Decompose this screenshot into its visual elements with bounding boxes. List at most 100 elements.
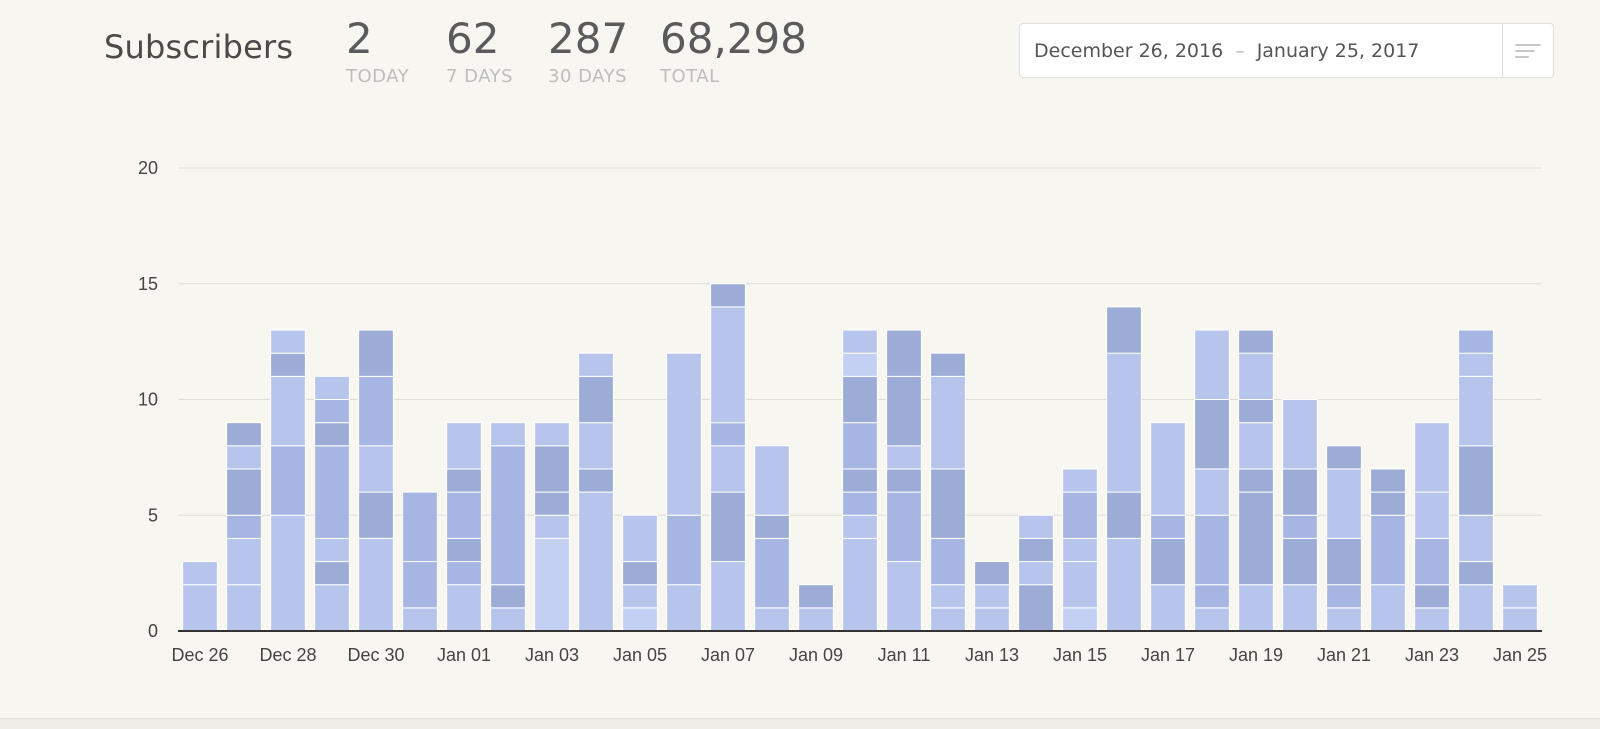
bar-segment — [1326, 607, 1362, 632]
bar-segment — [710, 445, 746, 493]
bar-segment — [1370, 584, 1406, 632]
bar-segment — [798, 584, 834, 609]
bar-segment — [842, 422, 878, 470]
bar-segment — [182, 561, 218, 586]
x-tick-label: Jan 25 — [1493, 645, 1547, 665]
bar — [1326, 445, 1362, 632]
bar-segment — [270, 514, 306, 632]
bar-segment — [1326, 445, 1362, 470]
bar — [314, 375, 350, 632]
bar — [358, 329, 394, 632]
bar-segment — [710, 283, 746, 308]
bar-segment — [1194, 607, 1230, 632]
bar-segment — [1458, 352, 1494, 377]
x-tick-label: Jan 03 — [525, 645, 579, 665]
bar-segment — [1238, 584, 1274, 632]
bar-segment — [270, 445, 306, 516]
bar-segment — [446, 537, 482, 563]
date-range-separator: – — [1235, 40, 1245, 62]
y-tick-label: 5 — [148, 505, 158, 525]
bar-segment — [1194, 514, 1230, 586]
bar — [1194, 329, 1230, 632]
bar-segment — [270, 329, 306, 354]
bar-segment — [226, 537, 262, 586]
bar-segment — [446, 422, 482, 470]
bar — [710, 283, 746, 632]
bar-segment — [1370, 514, 1406, 586]
bar-segment — [578, 375, 614, 424]
bar-segment — [1106, 537, 1142, 632]
bar-segment — [446, 468, 482, 493]
bar-segment — [578, 422, 614, 470]
bar-segment — [226, 445, 262, 470]
bar-segment — [446, 561, 482, 586]
bar-segment — [1150, 537, 1186, 586]
bar-segment — [1458, 329, 1494, 354]
date-range-picker[interactable]: December 26, 2016– January 25, 2017 — [1019, 23, 1554, 78]
bar-segment — [886, 491, 922, 563]
bar-segment — [1282, 537, 1318, 586]
stat-30-days: 287 30 DAYS — [548, 14, 628, 87]
bar-segment — [798, 607, 834, 632]
bar-segment — [666, 584, 702, 632]
bar-segment — [490, 607, 526, 632]
bar-segment — [622, 584, 658, 609]
bar-segment — [534, 537, 570, 632]
x-tick-label: Jan 09 — [789, 645, 843, 665]
x-tick-label: Jan 23 — [1405, 645, 1459, 665]
bar-segment — [314, 537, 350, 563]
bar-segment — [1018, 584, 1054, 632]
filter-button[interactable] — [1502, 24, 1553, 77]
bar-segment — [1282, 514, 1318, 539]
bar-segment — [754, 514, 790, 539]
bar-segment — [1414, 537, 1450, 586]
bar-segment — [1458, 445, 1494, 516]
bar — [886, 329, 922, 632]
bar — [930, 352, 966, 632]
bar-segment — [1458, 514, 1494, 563]
bar-segment — [622, 514, 658, 563]
bar-segment — [1194, 329, 1230, 400]
bar-segment — [226, 468, 262, 516]
bar-segment — [974, 607, 1010, 632]
bar-segment — [1238, 399, 1274, 424]
bar — [1282, 399, 1318, 632]
bar-segment — [1458, 375, 1494, 447]
bar-segment — [1414, 584, 1450, 609]
bar-segment — [1150, 584, 1186, 632]
bar-segment — [1018, 514, 1054, 539]
bar-segment — [1150, 514, 1186, 539]
x-tick-label: Dec 28 — [259, 645, 316, 665]
bar-segment — [358, 537, 394, 632]
x-tick-label: Jan 01 — [437, 645, 491, 665]
bar-segment — [1106, 306, 1142, 354]
bar — [666, 352, 702, 632]
bar-segment — [930, 537, 966, 586]
bar-segment — [930, 352, 966, 377]
bar — [1238, 329, 1274, 632]
y-tick-label: 0 — [148, 621, 158, 641]
bar-segment — [710, 422, 746, 447]
bar-segment — [1326, 468, 1362, 539]
bar-segment — [1282, 399, 1318, 470]
x-tick-label: Dec 30 — [347, 645, 404, 665]
bar-segment — [446, 491, 482, 539]
x-tick-label: Jan 17 — [1141, 645, 1195, 665]
bar-segment — [666, 352, 702, 516]
y-tick-label: 20 — [138, 158, 158, 178]
date-range-end: January 25, 2017 — [1256, 40, 1420, 62]
bar-segment — [402, 561, 438, 609]
bar-segment — [842, 375, 878, 424]
bar-segment — [578, 491, 614, 632]
bar-segment — [358, 329, 394, 377]
x-tick-label: Jan 21 — [1317, 645, 1371, 665]
filter-lines-icon — [1515, 43, 1541, 59]
bar-segment — [710, 306, 746, 424]
bar-segment — [402, 491, 438, 563]
stat-today: 2 TODAY — [346, 14, 409, 87]
bar — [446, 422, 482, 632]
bar-segment — [490, 422, 526, 447]
bar-segment — [1062, 468, 1098, 493]
bar-segment — [534, 445, 570, 493]
date-range-text[interactable]: December 26, 2016– January 25, 2017 — [1034, 24, 1419, 79]
